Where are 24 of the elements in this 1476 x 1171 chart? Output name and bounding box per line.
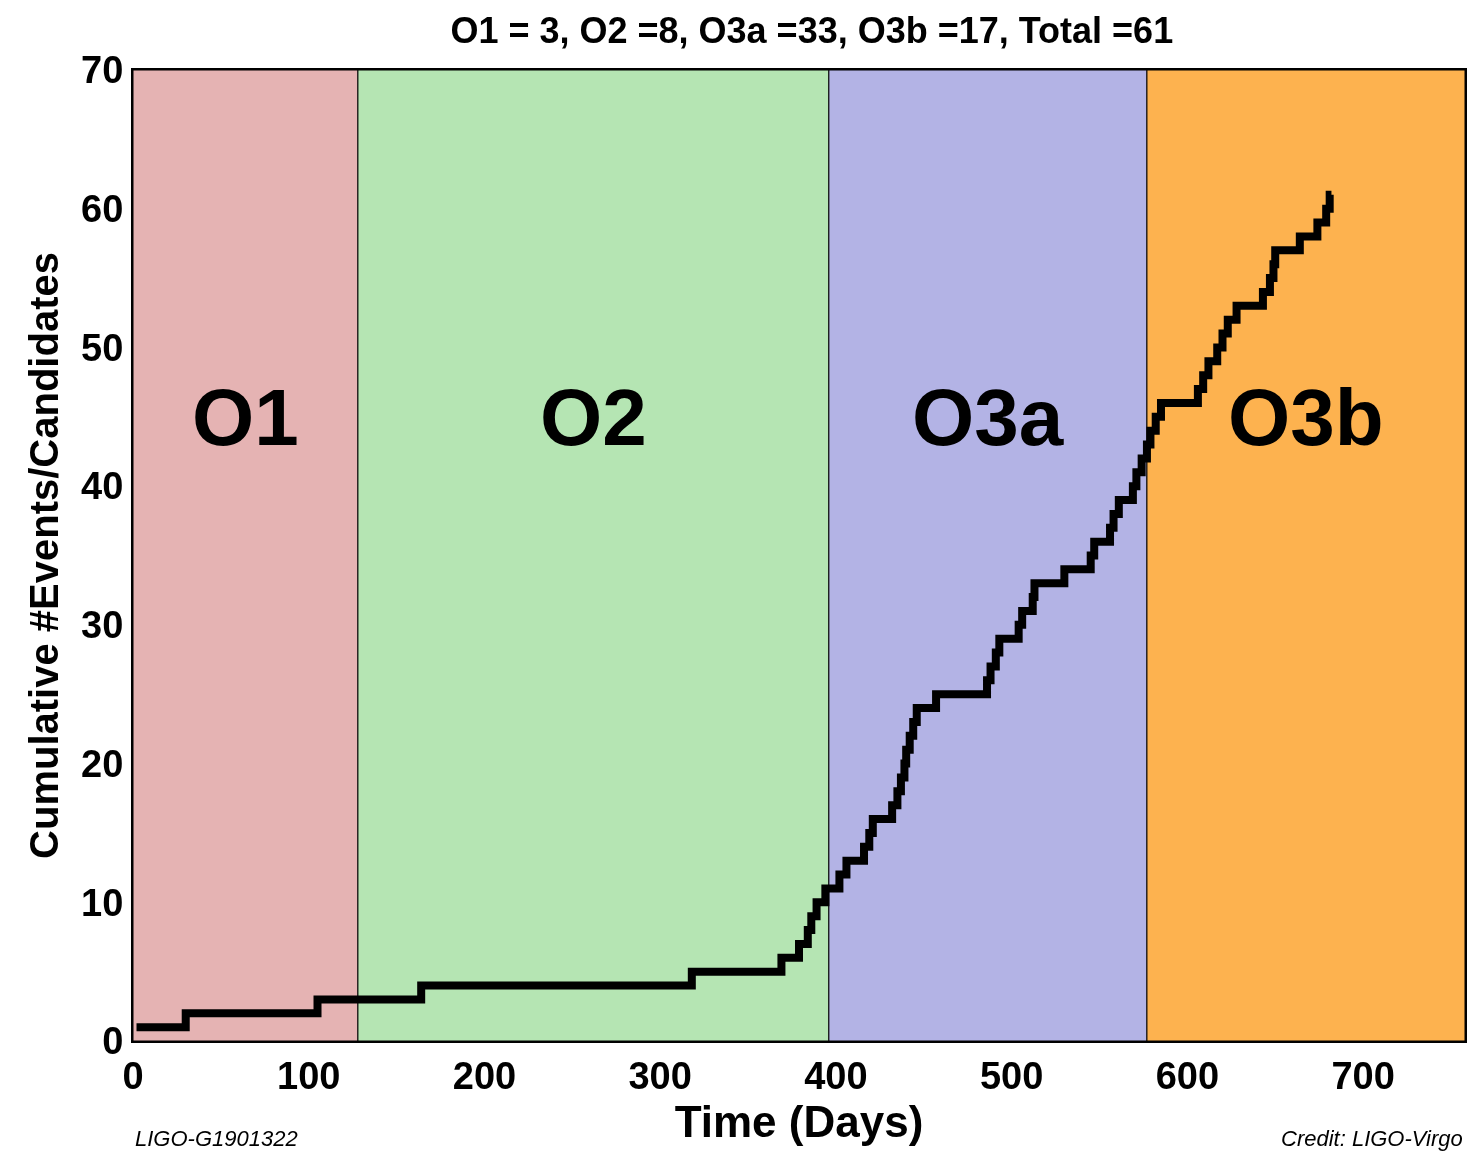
y-tick-label: 70 — [81, 49, 124, 92]
y-tick-label: 30 — [81, 604, 124, 647]
y-tick-label: 40 — [81, 465, 124, 508]
y-tick-label: 50 — [81, 326, 124, 369]
y-tick-label: 20 — [81, 742, 124, 785]
chart-title: O1 = 3, O2 =8, O3a =33, O3b =17, Total =61 — [450, 9, 1174, 51]
text: LIGO-G1901322 — [135, 1126, 298, 1151]
x-tick-label: 600 — [1155, 1054, 1220, 1097]
x-tick-label: 300 — [628, 1054, 692, 1097]
text: Credit: LIGO-Virgo — [1281, 1126, 1463, 1151]
x-tick-label: 400 — [804, 1054, 868, 1097]
y-tick-label: 0 — [102, 1020, 124, 1063]
x-axis-title: Time (Days) — [674, 1096, 924, 1146]
band-label: O3b — [1228, 373, 1384, 462]
band-label: O1 — [192, 373, 299, 462]
y-tick-label: 60 — [81, 188, 124, 231]
y-tick-label: 10 — [81, 881, 124, 924]
band-label: O2 — [540, 373, 647, 462]
x-tick-label: 200 — [452, 1054, 517, 1097]
band-label: O3a — [912, 373, 1064, 462]
y-axis-title: Cumulative #Events/Candidates — [22, 252, 67, 859]
x-tick-label: 700 — [1331, 1054, 1395, 1097]
x-tick-label: 100 — [277, 1054, 341, 1097]
x-tick-label: 500 — [979, 1054, 1044, 1097]
